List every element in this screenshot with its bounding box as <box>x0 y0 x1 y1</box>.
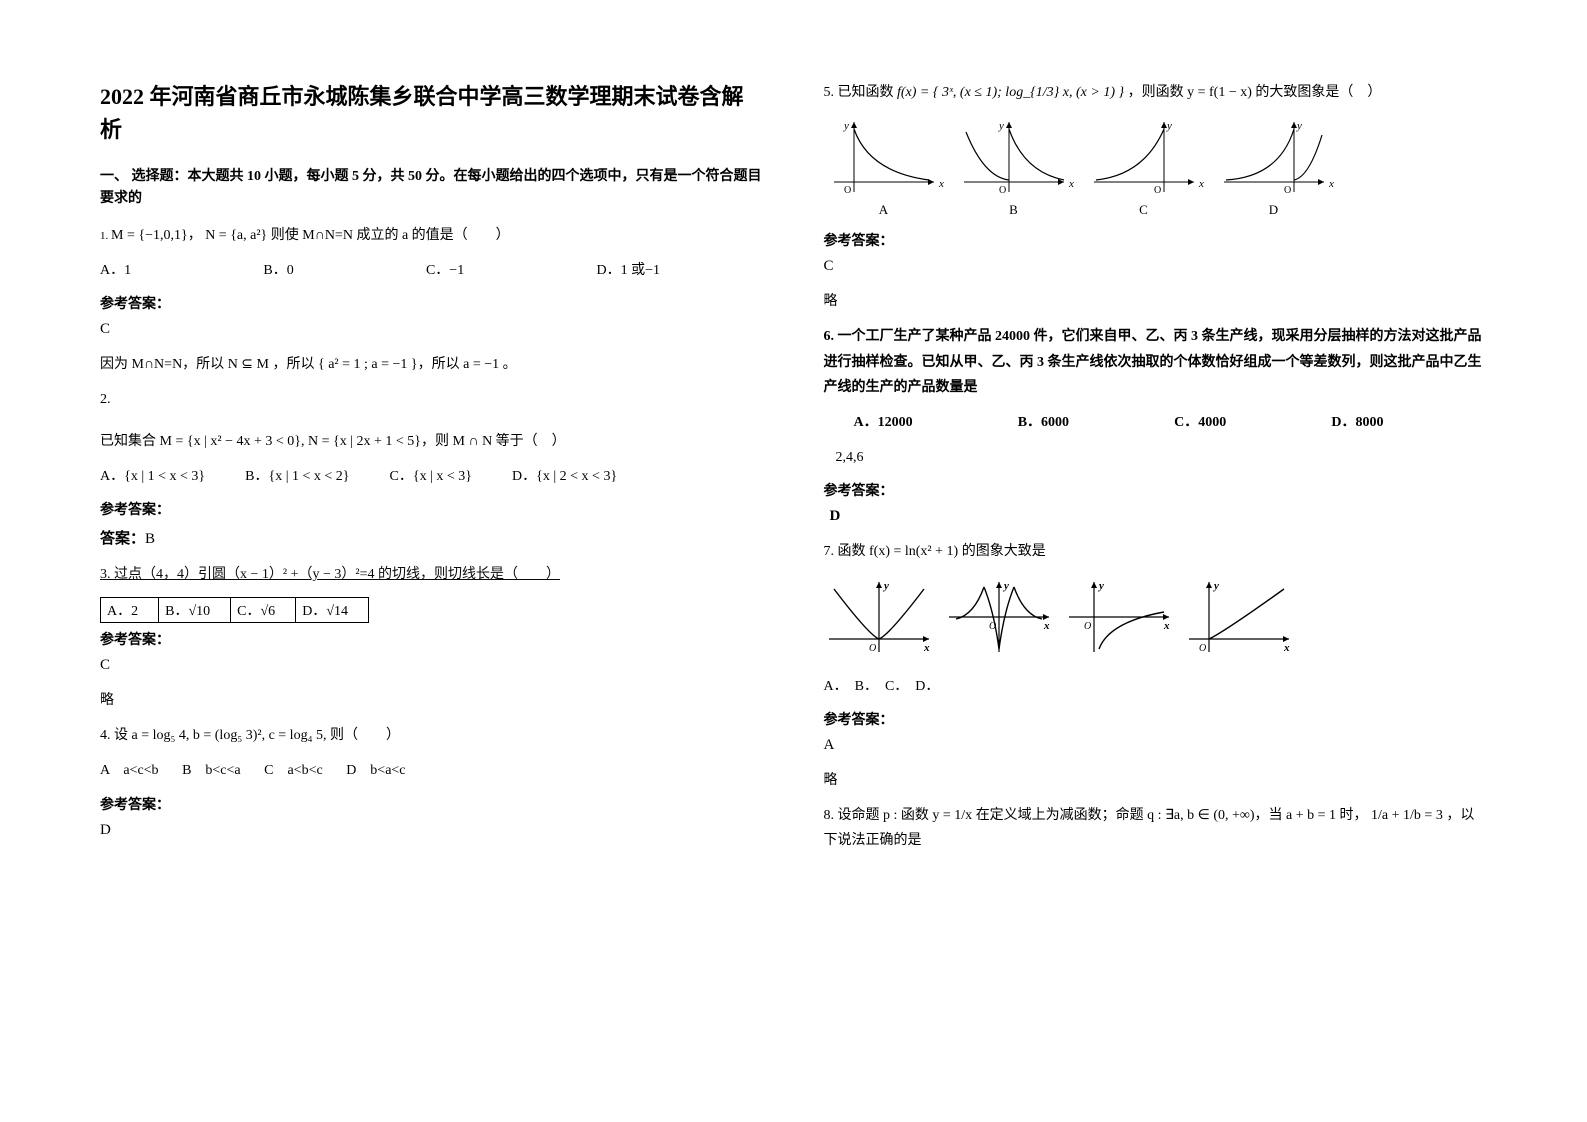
graph-b-icon: x y O <box>954 117 1074 197</box>
question-3: 3. 过点（4，4）引圆（x − 1）² +（y − 3）²=4 的切线，则切线… <box>100 562 764 587</box>
svg-text:O: O <box>1284 185 1291 196</box>
q7-graph-d: x y O <box>1184 577 1294 662</box>
svg-text:O: O <box>999 185 1006 196</box>
svg-text:x: x <box>1283 642 1290 654</box>
q6-choices: A．12000 B．6000 C．4000 D．8000 <box>824 410 1384 435</box>
q3-choice-b: B．√10 <box>159 598 231 623</box>
svg-text:x: x <box>1043 620 1050 632</box>
q7-graph-a: x y O <box>824 577 934 662</box>
svg-text:O: O <box>869 643 876 654</box>
right-column: 5. 已知函数 f(x) = { 3ˣ, (x ≤ 1); log_{1/3} … <box>824 80 1488 863</box>
q2-answer-label: 参考答案： <box>100 499 764 519</box>
graph-d-icon: x y O <box>1214 117 1334 197</box>
question-4: 4. 设 a = log₅ 4, b = (log₅ 3)², c = log₄… <box>100 723 764 748</box>
q7-graph-c: x y O <box>1064 577 1174 662</box>
q1-choices: A．1 B．0 C．−1 D．1 或−1 <box>100 258 660 283</box>
question-2-num: 2. <box>100 387 764 412</box>
q2-choice-b: B．{x | 1 < x < 2} <box>245 464 349 489</box>
q7-answer: A <box>824 737 1488 754</box>
svg-text:x: x <box>1198 178 1204 190</box>
question-7: 7. 函数 f(x) = ln(x² + 1) 的图象大致是 <box>824 539 1488 564</box>
svg-text:x: x <box>1163 620 1170 632</box>
svg-text:y: y <box>843 120 849 132</box>
q5-graph-d: x y O D <box>1214 117 1334 218</box>
q6-answer: D <box>824 508 1488 525</box>
q5-graph-a: x y O A <box>824 117 944 218</box>
svg-text:O: O <box>1154 185 1161 196</box>
svg-text:O: O <box>1199 643 1206 654</box>
q2-choice-c: C．{x | x < 3} <box>390 464 472 489</box>
q2-choice-a: A．{x | 1 < x < 3} <box>100 464 205 489</box>
q7-graph-d-icon: x y O <box>1184 577 1294 657</box>
graph-a-icon: x y O <box>824 117 944 197</box>
q3-choice-c: C．√6 <box>231 598 296 623</box>
q7-graphs: x y O x y O <box>824 577 1488 662</box>
svg-text:x: x <box>1328 178 1334 190</box>
question-2: 已知集合 M = {x | x² − 4x + 3 < 0}, N = {x |… <box>100 429 764 454</box>
q4-choices: A a<c<b B b<c<a C a<b<c D b<a<c <box>100 758 764 783</box>
q3-choice-a: A．2 <box>101 598 159 623</box>
q5-graph-b: x y O B <box>954 117 1074 218</box>
q1-choice-b: B．0 <box>263 258 293 283</box>
q5-answer: C <box>824 258 1488 275</box>
q4-answer: D <box>100 822 764 839</box>
q7-labels: A． B． C． D． <box>824 674 1488 699</box>
q3-answer-label: 参考答案： <box>100 629 764 649</box>
q6-choice-c: C．4000 <box>1174 410 1226 435</box>
q3-brief: 略 <box>100 688 764 713</box>
svg-text:y: y <box>998 120 1004 132</box>
q4-answer-label: 参考答案： <box>100 794 764 814</box>
q7-graph-b: x y O <box>944 577 1054 662</box>
q7-graph-a-icon: x y O <box>824 577 934 657</box>
q1-explanation: 因为 M∩N=N，所以 N ⊆ M ，所以 { a² = 1 ; a = −1 … <box>100 352 764 377</box>
q7-graph-b-icon: x y O <box>944 577 1054 657</box>
q1-choice-c: C．−1 <box>426 258 464 283</box>
q6-hint: 2,4,6 <box>824 445 1488 470</box>
q1-answer: C <box>100 321 764 338</box>
q1-choice-a: A．1 <box>100 258 131 283</box>
q2-choice-d: D．{x | 2 < x < 3} <box>512 464 617 489</box>
svg-text:y: y <box>1002 580 1009 592</box>
q5-graphs: x y O A x y O B <box>824 117 1488 218</box>
svg-text:y: y <box>1097 580 1104 592</box>
svg-text:y: y <box>1166 120 1172 132</box>
svg-text:x: x <box>938 178 944 190</box>
q2-answer: 答案：B <box>100 527 764 548</box>
q7-brief: 略 <box>824 768 1488 793</box>
svg-text:x: x <box>1068 178 1074 190</box>
q2-choices: A．{x | 1 < x < 3} B．{x | 1 < x < 2} C．{x… <box>100 464 764 489</box>
q5-answer-label: 参考答案： <box>824 230 1488 250</box>
question-6: 6. 一个工厂生产了某种产品 24000 件，它们来自甲、乙、丙 3 条生产线，… <box>824 324 1488 400</box>
q5-brief: 略 <box>824 289 1488 314</box>
svg-text:O: O <box>1084 621 1091 632</box>
q3-choice-d: D．√14 <box>296 598 369 623</box>
svg-text:y: y <box>882 580 889 592</box>
question-5: 5. 已知函数 f(x) = { 3ˣ, (x ≤ 1); log_{1/3} … <box>824 80 1488 105</box>
q7-answer-label: 参考答案： <box>824 709 1488 729</box>
section-header: 一、 选择题：本大题共 10 小题，每小题 5 分，共 50 分。在每小题给出的… <box>100 166 764 211</box>
question-8: 8. 设命题 p : 函数 y = 1/x 在定义域上为减函数；命题 q : ∃… <box>824 803 1488 853</box>
q6-choice-b: B．6000 <box>1018 410 1069 435</box>
q6-choice-a: A．12000 <box>854 410 913 435</box>
q6-choice-d: D．8000 <box>1331 410 1383 435</box>
q1-choice-d: D．1 或−1 <box>596 258 660 283</box>
q3-choices-table: A．2 B．√10 C．√6 D．√14 <box>100 597 369 623</box>
q5-graph-c: x y O C <box>1084 117 1204 218</box>
q1-answer-label: 参考答案： <box>100 293 764 313</box>
graph-c-icon: x y O <box>1084 117 1204 197</box>
q6-answer-label: 参考答案： <box>824 480 1488 500</box>
left-column: 2022 年河南省商丘市永城陈集乡联合中学高三数学理期末试卷含解析 一、 选择题… <box>100 80 764 863</box>
svg-text:y: y <box>1212 580 1219 592</box>
page-title: 2022 年河南省商丘市永城陈集乡联合中学高三数学理期末试卷含解析 <box>100 80 764 146</box>
svg-text:O: O <box>844 185 851 196</box>
svg-text:y: y <box>1296 120 1302 132</box>
q3-answer: C <box>100 657 764 674</box>
svg-text:x: x <box>923 642 930 654</box>
question-1: 1. M = {−1,0,1}， N = {a, a²} 则使 M∩N=N 成立… <box>100 223 764 248</box>
q7-graph-c-icon: x y O <box>1064 577 1174 657</box>
